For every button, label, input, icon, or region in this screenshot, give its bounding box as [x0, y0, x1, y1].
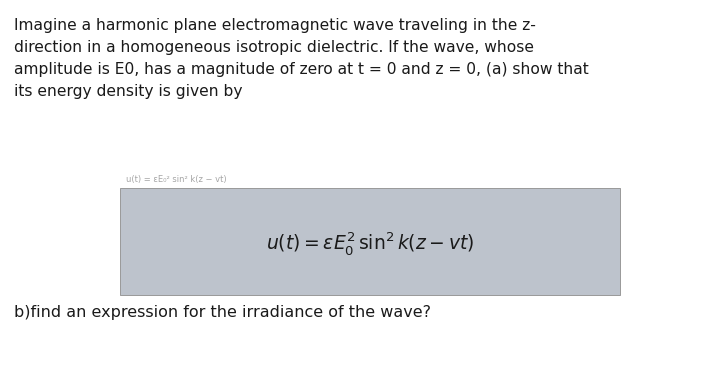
- Text: Imagine a harmonic plane electromagnetic wave traveling in the z-: Imagine a harmonic plane electromagnetic…: [14, 18, 536, 33]
- Text: its energy density is given by: its energy density is given by: [14, 84, 243, 99]
- Text: direction in a homogeneous isotropic dielectric. If the wave, whose: direction in a homogeneous isotropic die…: [14, 40, 534, 55]
- Text: u(t) = εE₀² sin² k(z − vt): u(t) = εE₀² sin² k(z − vt): [126, 175, 227, 184]
- Text: $u(t) = \epsilon E_0^2\, \sin^2 k(z - vt)$: $u(t) = \epsilon E_0^2\, \sin^2 k(z - vt…: [266, 230, 474, 257]
- Text: b)find an expression for the irradiance of the wave?: b)find an expression for the irradiance …: [14, 305, 431, 320]
- Text: amplitude is E0, has a magnitude of zero at t = 0 and z = 0, (a) show that: amplitude is E0, has a magnitude of zero…: [14, 62, 589, 77]
- FancyBboxPatch shape: [120, 188, 620, 295]
